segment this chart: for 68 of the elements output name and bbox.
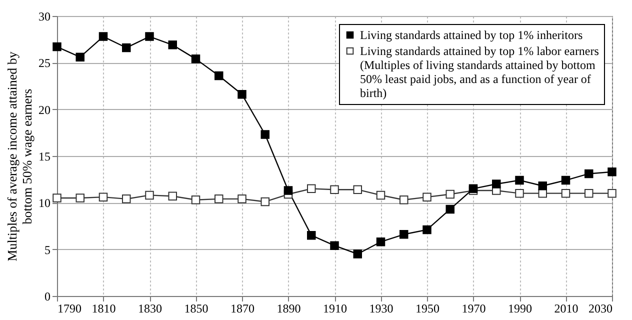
x-tick-label: 1890 [276,302,301,316]
x-tick-label: 1870 [230,302,254,316]
point [238,90,246,99]
point [122,194,131,204]
point [515,176,524,185]
x-tick-label: 1910 [323,302,347,316]
point [446,204,454,214]
point [376,190,386,200]
point [52,42,62,52]
point [376,237,386,246]
point [584,188,594,198]
point [307,184,316,194]
point [515,188,524,198]
legend-label: Living standards attained by top 1% inheritors [360,28,583,42]
point [284,186,293,195]
point [76,194,84,202]
point [353,250,362,258]
point [584,169,594,178]
point [98,32,108,41]
legend-label: Living standards attained by top 1% labor earners (Multiples of living standards attained by bottom 50% least paid jobs, and as a function of year of birth) [360,44,600,100]
point [191,195,200,204]
point [307,230,316,240]
point [214,194,224,204]
y-tick-label: 5 [44,242,50,257]
y-tick-label: 30 [38,10,50,24]
x-tick-label: 1950 [416,302,440,316]
x-tick-label: 2010 [554,302,578,316]
y-tick-label: 0 [44,290,50,304]
point [168,40,177,50]
point [214,71,224,80]
point [191,54,200,64]
y-tick-label: 10 [38,196,50,210]
point [400,195,408,204]
point [422,225,432,234]
point [145,32,154,41]
y-axis-title: Multiples of average income attained by bottom 50% wage earners [4,51,34,262]
point [76,52,84,62]
point [353,185,362,194]
y-tick-label: 15 [38,150,50,164]
point [168,192,177,201]
x-tick-label: 1930 [369,302,394,316]
x-tick-label: 1850 [184,302,208,316]
point [330,185,339,194]
x-tick-label: 1790 [58,302,82,316]
point [561,176,570,185]
x-tick-label: 1810 [92,302,116,316]
point [145,190,154,200]
point [422,192,432,202]
point [608,167,616,176]
x-tick-label: 1970 [462,302,486,316]
point [260,130,270,139]
y-tick-label: 20 [38,102,50,117]
point [330,241,339,250]
x-tick-label: 1830 [138,302,162,316]
point [260,197,270,206]
y-tick-label: 25 [38,56,50,70]
x-tick-label: 1990 [508,302,532,316]
point [492,180,501,188]
point [446,190,454,199]
x-tick-label: 2030 [588,302,612,316]
point [52,194,62,202]
point [400,230,408,239]
point [238,194,246,204]
point [122,43,131,52]
point [608,188,616,198]
point [98,192,108,202]
point [538,181,547,190]
point [561,188,570,198]
